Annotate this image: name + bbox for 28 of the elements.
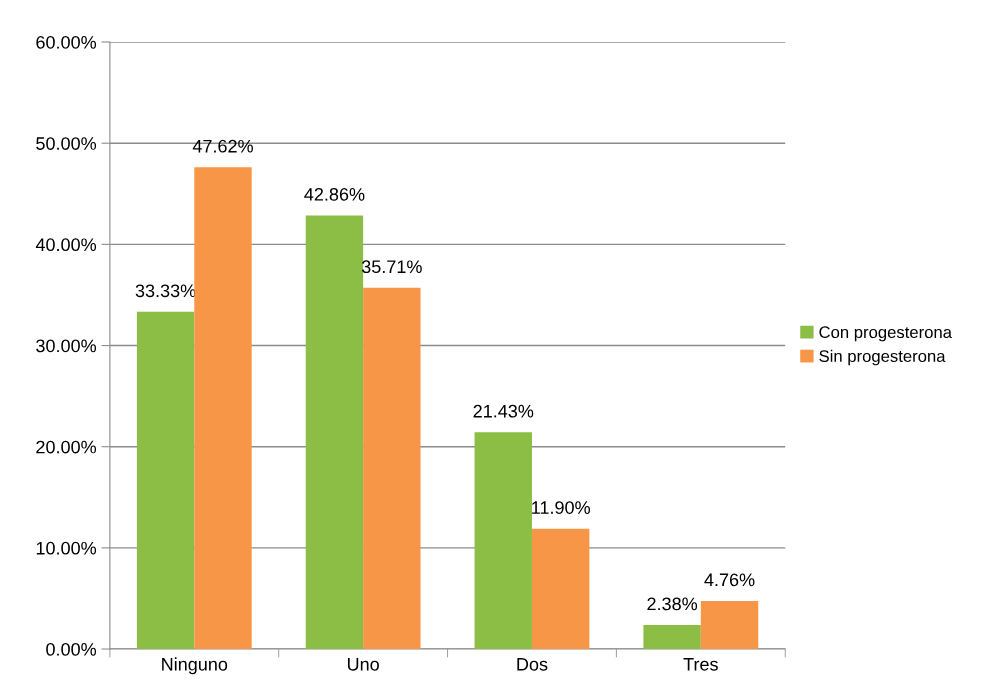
data-label: 2.38% [647,597,698,611]
y-tick-label: 60.00% [36,35,97,49]
bar [643,624,701,650]
x-tick-label: Tres [683,658,718,671]
bar [136,311,195,650]
y-tick-label: 40.00% [35,238,97,252]
bar [194,167,252,650]
y-tick-label: 30.00% [36,339,97,353]
bar [305,215,364,650]
y-tick-label: 20.00% [36,440,97,454]
bar [531,528,590,650]
data-label: 33.33% [135,284,196,298]
x-tick-label: Ninguno [162,657,228,675]
y-tick-label: 0.00% [46,642,97,656]
y-tick-label: 50.00% [36,137,97,150]
bar [700,600,759,650]
bar [474,432,532,650]
x-tick-label: Uno [347,658,379,671]
bar [363,287,421,650]
legend-label: Sin progesterona [819,349,946,366]
data-label: 42.86% [304,187,365,201]
data-label: 4.76% [704,573,755,587]
x-tick-label: Dos [517,658,548,671]
data-label: 11.90% [532,501,590,514]
data-label: 21.43% [473,404,534,418]
y-tick-label: 10.00% [36,541,97,555]
legend-label: Con progesterona [819,326,952,342]
data-label: 47.62% [192,139,253,153]
